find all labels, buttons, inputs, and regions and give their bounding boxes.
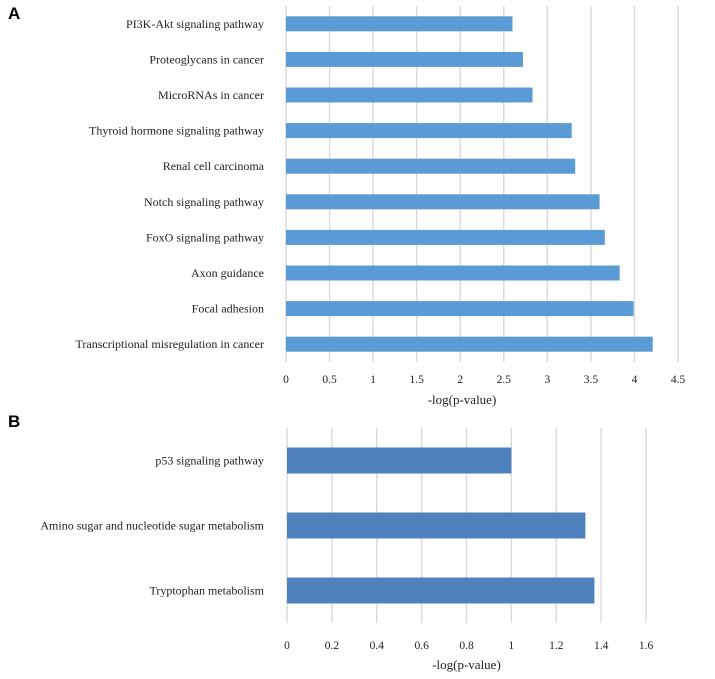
- bar-chart-b: p53 signaling pathway Amino sugar and nuc…: [40, 428, 654, 672]
- chart-b-category-label: p53 signaling pathway: [155, 454, 264, 468]
- chart-panel-a: A PI3K-Akt signaling pathway Proteoglycan…: [8, 4, 686, 407]
- chart-a-bar: [286, 229, 605, 245]
- chart-a-category-label: FoxO signaling pathway: [146, 230, 264, 244]
- chart-a-tick-label: 1.5: [409, 374, 424, 386]
- chart-b-category-label: Amino sugar and nucleotide sugar metabol…: [40, 519, 264, 533]
- chart-a-tick-label: 3: [544, 374, 550, 386]
- chart-b-tick-label: 0.2: [325, 640, 340, 652]
- chart-a-bar: [286, 158, 576, 174]
- chart-b-tick-label: 1.2: [549, 640, 564, 652]
- chart-a-bar: [286, 336, 653, 352]
- chart-b-tick-label: 0: [284, 640, 290, 652]
- chart-a-tick-label: 4.5: [671, 374, 686, 386]
- chart-b-tick-label: 1: [509, 640, 515, 652]
- chart-a-category-label: Proteoglycans in cancer: [149, 52, 264, 66]
- chart-b-tick-label: 0.8: [459, 640, 474, 652]
- chart-a-bar: [286, 301, 634, 317]
- chart-b-tick-label: 0.4: [370, 640, 385, 652]
- chart-a-tick-label: 2: [457, 374, 463, 386]
- chart-a-tick-label: 4: [632, 374, 638, 386]
- chart-a-tick-label: 0: [283, 374, 289, 386]
- chart-a-bar: [286, 87, 533, 103]
- chart-b-bar: [287, 512, 586, 539]
- chart-a-x-axis-title: -log(p-value): [428, 392, 497, 407]
- chart-b-bar: [287, 447, 512, 474]
- bar-chart-a: PI3K-Akt signaling pathway Proteoglycans …: [75, 6, 686, 407]
- chart-a-tick-label: 0.5: [322, 374, 337, 386]
- chart-a-category-label: Notch signaling pathway: [144, 195, 264, 209]
- chart-a-category-label: Axon guidance: [191, 266, 264, 280]
- chart-a-category-label: MicroRNAs in cancer: [158, 88, 264, 102]
- chart-a-bar: [286, 265, 620, 281]
- chart-a-tick-label: 1: [370, 374, 376, 386]
- panel-letter-a: A: [8, 4, 21, 23]
- chart-b-tick-label: 0.6: [414, 640, 429, 652]
- chart-a-category-label: Focal adhesion: [192, 302, 264, 316]
- chart-b-category-label: Tryptophan metabolism: [149, 584, 264, 598]
- panel-letter-b: B: [8, 412, 21, 431]
- chart-a-bar: [286, 51, 523, 67]
- chart-a-category-label: PI3K-Akt signaling pathway: [126, 17, 264, 31]
- chart-b-tick-label: 1.4: [594, 640, 609, 652]
- chart-a-tick-label: 3.5: [584, 374, 599, 386]
- chart-a-category-label: Thyroid hormone signaling pathway: [89, 124, 264, 138]
- chart-b-tick-label: 1.6: [639, 640, 654, 652]
- chart-b-bar: [287, 577, 595, 604]
- chart-a-tick-label: 2.5: [497, 374, 512, 386]
- chart-panel-b: B p53 signaling pathway Amino sugar and n…: [0, 408, 715, 679]
- chart-a-category-label: Transcriptional misregulation in cancer: [75, 337, 264, 351]
- chart-b-x-axis-title: -log(p-value): [432, 657, 501, 672]
- chart-a-category-label: Renal cell carcinoma: [163, 159, 265, 173]
- chart-a-bar: [286, 16, 513, 32]
- chart-a-bar: [286, 194, 600, 210]
- chart-a-bar: [286, 123, 572, 139]
